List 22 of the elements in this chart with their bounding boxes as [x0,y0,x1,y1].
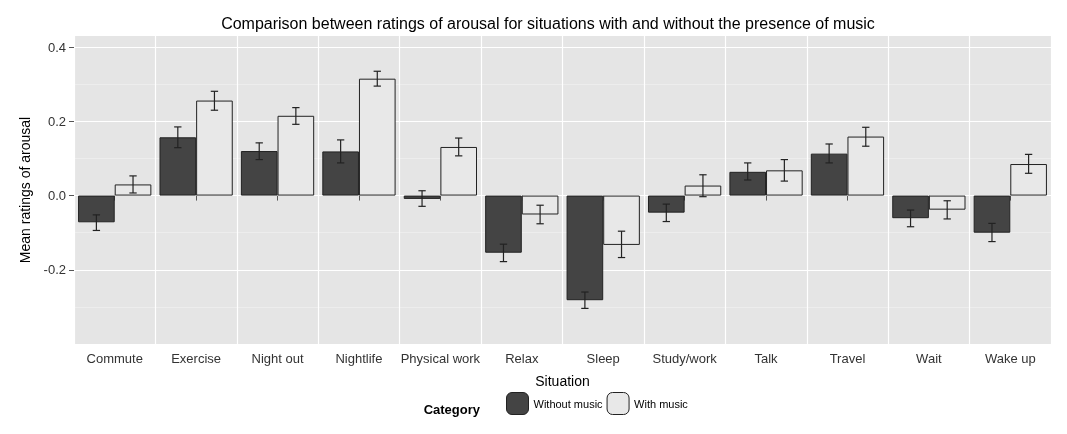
y-tick-label: -0.2 [43,262,66,278]
x-tick-label: Physical work [400,351,481,366]
x-tick-label: Wake up [984,351,1036,366]
chart-title: Comparison between ratings of arousal for situations with and without the presence of music [221,14,875,32]
legend-label: With music [634,397,689,410]
y-tick-label: 0.4 [47,39,66,55]
x-axis-title: Situation [535,373,590,389]
legend-label: Without music [533,397,604,410]
y-tick-label: 0.0 [47,188,66,204]
x-tick-label: Commute [86,351,143,366]
legend-title: Category [423,402,481,417]
y-tick-label: 0.2 [47,113,66,129]
x-tick-label: Talk [754,351,779,366]
x-tick-label: Study/work [652,351,718,366]
x-tick-label: Nightlife [335,351,383,366]
x-tick-label: Night out [251,351,304,366]
x-tick-label: Sleep [586,351,620,366]
y-axis-title: Mean ratings of arousal [17,116,33,264]
x-tick-label: Travel [829,351,866,366]
x-tick-label: Exercise [171,351,222,366]
x-tick-label: Wait [916,351,943,366]
x-tick-label: Relax [505,351,539,366]
